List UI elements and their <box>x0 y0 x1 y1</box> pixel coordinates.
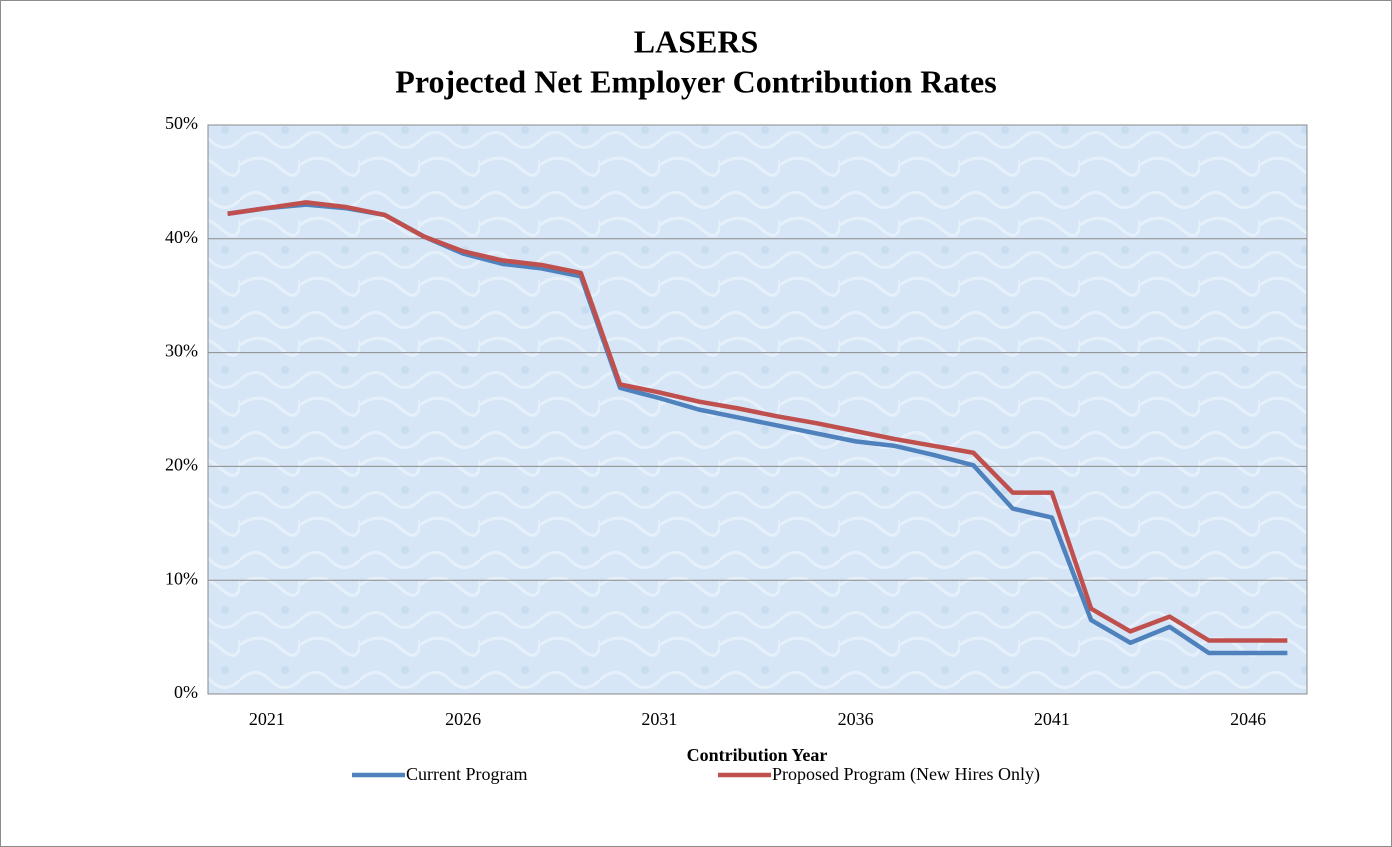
legend-label: Proposed Program (New Hires Only) <box>772 764 1040 785</box>
x-tick-label: 2036 <box>838 709 874 729</box>
x-axis-title: Contribution Year <box>687 745 828 765</box>
chart-title: LASERS <box>634 23 759 59</box>
y-tick-label: 40% <box>165 227 198 247</box>
series-line <box>227 200 1288 643</box>
y-tick-label: 20% <box>165 455 198 475</box>
y-tick-label: 50% <box>165 113 198 133</box>
x-tick-label: 2041 <box>1034 709 1070 729</box>
x-tick-label: 2026 <box>445 709 481 729</box>
y-tick-label: 30% <box>165 341 198 361</box>
x-tick-label: 2031 <box>641 709 677 729</box>
chart-subtitle: Projected Net Employer Contribution Rate… <box>395 63 996 99</box>
legend-label: Current Program <box>406 764 527 784</box>
y-tick-label: 0% <box>174 682 198 702</box>
y-tick-label: 10% <box>165 568 198 588</box>
x-tick-label: 2046 <box>1230 709 1266 729</box>
x-tick-label: 2021 <box>249 709 285 729</box>
